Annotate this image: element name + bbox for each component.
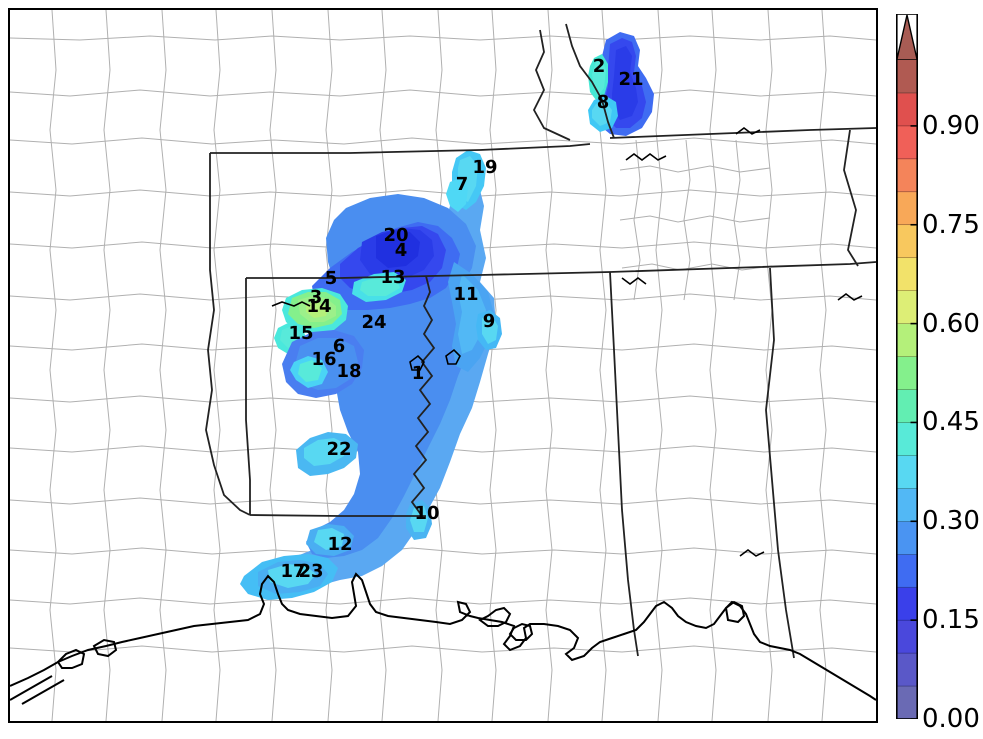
- colorbar-band-15: [896, 191, 918, 226]
- colorbar-band-18: [896, 92, 918, 127]
- colorbar-tick-label-0-75: 0.75: [922, 209, 980, 240]
- colorbar-band-13: [896, 257, 918, 292]
- colorbar-band-8: [896, 422, 918, 456]
- gulf-coastline: [10, 572, 876, 705]
- colorbar-band-1: [896, 653, 918, 687]
- colorbar-band-11: [896, 323, 918, 357]
- colorbar-band-2: [896, 620, 918, 654]
- colorbar-band-0: [896, 686, 918, 719]
- colorbar-band-9: [896, 389, 918, 423]
- colorbar-band-12: [896, 290, 918, 324]
- colorbar-band-19: [896, 60, 918, 94]
- colorbar-tick-label-0-60: 0.60: [922, 308, 980, 339]
- colorbar-band-16: [896, 158, 918, 193]
- colorbar-tick-label-0-30: 0.30: [922, 506, 980, 537]
- map-geography: [10, 10, 876, 721]
- colorbar-band-4: [896, 554, 918, 588]
- colorbar-extend-arrow: [896, 14, 918, 61]
- colorbar: [896, 14, 918, 719]
- colorbar-tick-label-0-00: 0.00: [922, 704, 980, 734]
- colorbar-band-5: [896, 521, 918, 555]
- inland-water-features: [271, 127, 863, 557]
- map-plot-area: 1 2 3 4 5 6 7 8 9 10 11 12 13 14 15 16 17 18 19 20 21 22 23 24: [8, 8, 878, 723]
- colorbar-tick-label-0-90: 0.90: [922, 110, 980, 141]
- colorbar-tick-label-0-15: 0.15: [922, 605, 980, 636]
- colorbar-band-6: [896, 488, 918, 522]
- state-boundaries: [205, 23, 876, 659]
- colorbar-band-17: [896, 125, 918, 160]
- colorbar-band-10: [896, 356, 918, 390]
- colorbar-tick-label-0-45: 0.45: [922, 407, 980, 438]
- colorbar-band-7: [896, 455, 918, 489]
- colorbar-frame: [896, 14, 918, 719]
- colorbar-tick-labels: 0.90 0.75 0.60 0.45 0.30 0.15 0.00: [920, 0, 983, 739]
- colorbar-bands: [896, 14, 918, 719]
- county-boundaries: [10, 10, 876, 721]
- colorbar-band-3: [896, 587, 918, 621]
- colorbar-band-14: [896, 224, 918, 259]
